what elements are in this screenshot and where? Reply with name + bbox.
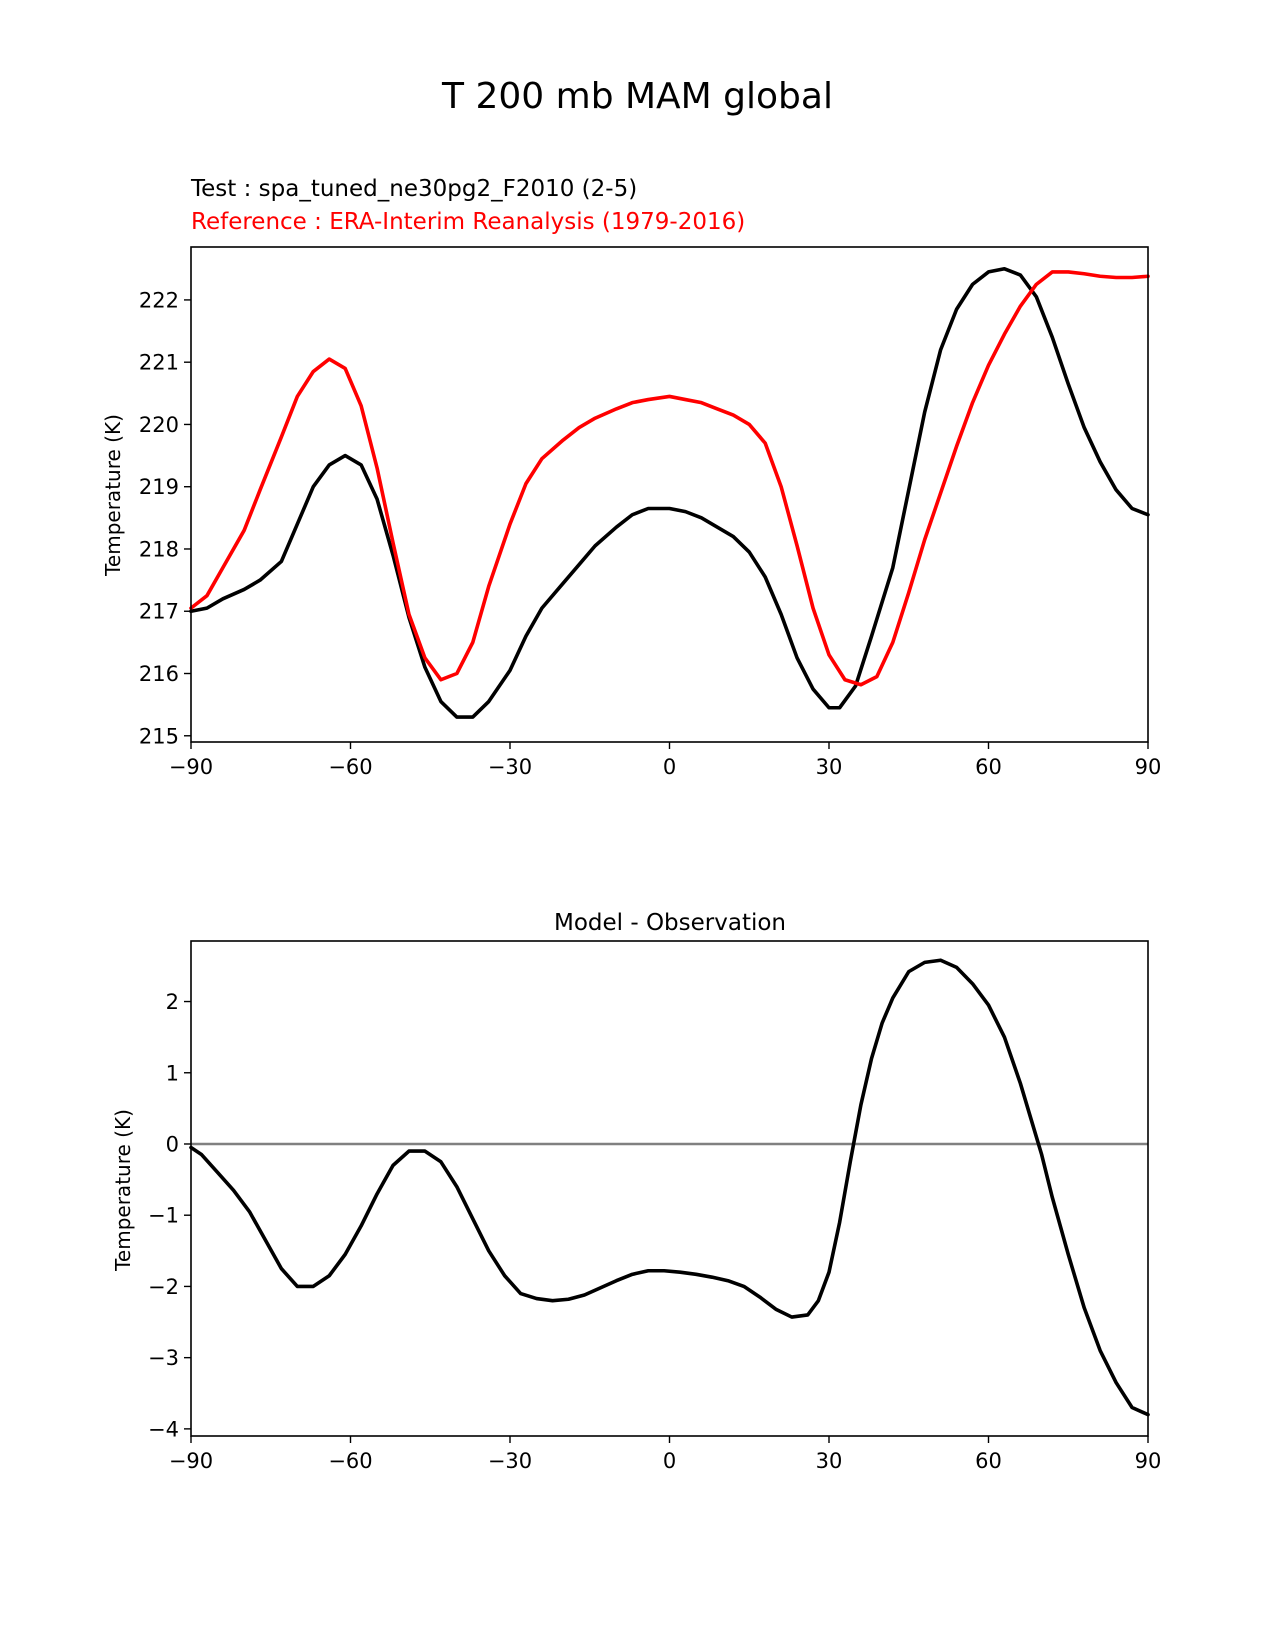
y-tick-label: −2	[148, 1275, 179, 1299]
series-line-2	[189, 270, 1150, 687]
y-tick-label: 215	[139, 724, 179, 748]
y-tick-label: 221	[139, 351, 179, 375]
y-tick-label: 0	[166, 1132, 179, 1156]
top-panel: Test : spa_tuned_ne30pg2_F2010 (2-5) Ref…	[101, 176, 1161, 779]
test-label: Test : spa_tuned_ne30pg2_F2010 (2-5)	[190, 176, 637, 202]
x-tick-label: −30	[488, 755, 532, 779]
x-tick-label: −90	[169, 755, 213, 779]
y-tick-label: −4	[148, 1417, 179, 1441]
figure-title: T 200 mb MAM global	[441, 76, 833, 117]
x-tick-label: 30	[816, 755, 843, 779]
x-tick-label: −60	[328, 1449, 372, 1473]
x-tick-label: −60	[328, 755, 372, 779]
x-tick-label: 0	[663, 1449, 676, 1473]
x-tick-label: 90	[1135, 755, 1162, 779]
x-tick-label: −30	[488, 1449, 532, 1473]
bottom-plot-area: −90 −60 −30 0 30 60 90 −4 −3 −2 −1 0 1 2	[148, 940, 1162, 1473]
y-tick-label: −3	[148, 1346, 179, 1370]
series-line-1	[189, 958, 1150, 1417]
x-tick-label: 30	[816, 1449, 843, 1473]
x-tick-label: 90	[1135, 1449, 1162, 1473]
y-tick-label: 222	[139, 288, 179, 312]
y-tick-label: 220	[139, 413, 179, 437]
x-tick-label: −90	[169, 1449, 213, 1473]
x-tick-label: 0	[663, 755, 676, 779]
y-tick-label: 1	[166, 1061, 179, 1085]
y-tick-label: 2	[166, 990, 179, 1014]
top-plot-area: −90 −60 −30 0 30 60 90 215 216 217 218 219 220 221 222	[139, 246, 1162, 779]
bottom-panel-title: Model - Observation	[554, 910, 786, 936]
bottom-y-axis-label: Temperature (K)	[111, 1109, 135, 1272]
y-tick-label: 217	[139, 600, 179, 624]
x-tick-label: 60	[975, 755, 1002, 779]
y-tick-label: 218	[139, 537, 179, 561]
y-tick-label: 216	[139, 662, 179, 686]
top-y-axis-label: Temperature (K)	[101, 414, 125, 577]
bottom-panel: Model - Observation Temperature (K) −90−…	[111, 910, 1161, 1473]
x-tick-label: 60	[975, 1449, 1002, 1473]
series-line-1	[189, 266, 1150, 719]
y-tick-label: 219	[139, 475, 179, 499]
y-tick-label: −1	[148, 1204, 179, 1228]
reference-label: Reference : ERA-Interim Reanalysis (1979…	[191, 209, 745, 235]
